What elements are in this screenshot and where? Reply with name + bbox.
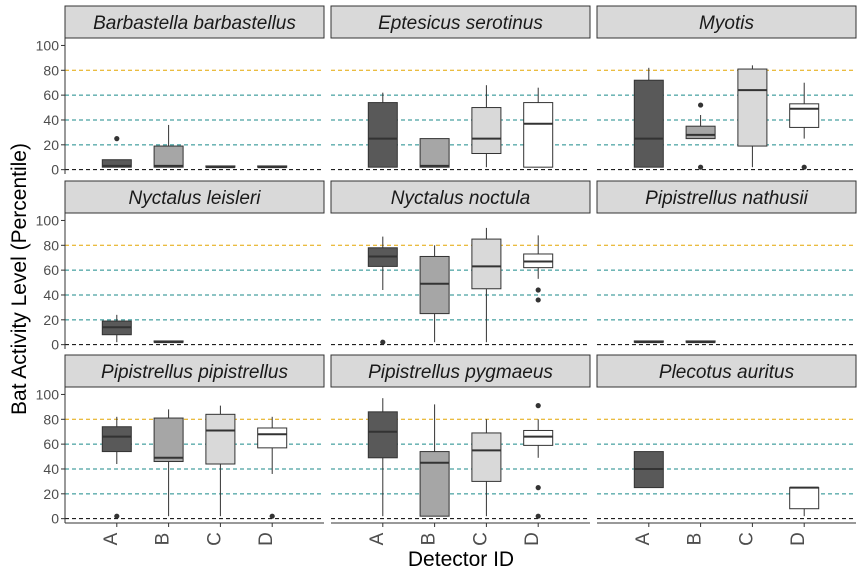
box-iqr bbox=[685, 125, 716, 140]
facet-strip bbox=[330, 354, 591, 388]
y-tick-label: 100 bbox=[36, 37, 60, 53]
outlier-point bbox=[535, 287, 541, 293]
x-tick-label: C bbox=[470, 532, 491, 546]
x-tick-label: C bbox=[204, 532, 225, 546]
y-tick-label: 20 bbox=[43, 312, 59, 328]
box-iqr bbox=[737, 68, 768, 147]
x-tick-label: D bbox=[522, 532, 543, 546]
facet-strip bbox=[596, 180, 857, 214]
x-tick-label: A bbox=[101, 532, 122, 545]
y-tick-label: 60 bbox=[43, 262, 59, 278]
facet-strip bbox=[596, 5, 857, 39]
x-tick-label: C bbox=[736, 532, 757, 546]
x-tick-label: A bbox=[367, 532, 388, 545]
y-tick-label: 60 bbox=[43, 87, 59, 103]
box-iqr bbox=[471, 432, 502, 482]
y-tick-label: 80 bbox=[43, 62, 59, 78]
box-iqr bbox=[633, 79, 664, 168]
x-tick-label: B bbox=[685, 533, 706, 546]
outlier-point bbox=[698, 164, 704, 170]
facet-strip bbox=[64, 354, 325, 388]
box-iqr bbox=[153, 417, 184, 463]
y-tick-label: 40 bbox=[43, 287, 59, 303]
outlier-point bbox=[535, 403, 541, 409]
outlier-point bbox=[535, 297, 541, 303]
outlier-point bbox=[380, 339, 386, 345]
x-tick-label: B bbox=[419, 533, 440, 546]
facet-title: Pipistrellus pygmaeus bbox=[368, 362, 553, 383]
y-tick-label: 40 bbox=[43, 461, 59, 477]
box-iqr bbox=[471, 238, 502, 290]
outlier-point bbox=[535, 513, 541, 519]
box-iqr bbox=[789, 487, 820, 510]
x-axis-title: Detector ID bbox=[408, 548, 514, 571]
facet-title: Myotis bbox=[699, 13, 754, 34]
box-iqr bbox=[205, 413, 236, 465]
box-iqr bbox=[101, 426, 132, 453]
box-iqr bbox=[367, 102, 398, 168]
y-tick-label: 0 bbox=[51, 337, 59, 353]
facet-strip bbox=[330, 5, 591, 39]
y-tick-label: 20 bbox=[43, 486, 59, 502]
facet-strip bbox=[330, 180, 591, 214]
facet-title: Pipistrellus nathusii bbox=[645, 188, 808, 209]
y-tick-label: 80 bbox=[43, 237, 59, 253]
x-tick-label: A bbox=[633, 532, 654, 545]
outlier-point bbox=[114, 136, 120, 142]
y-tick-label: 20 bbox=[43, 137, 59, 153]
x-tick-label: B bbox=[153, 533, 174, 546]
box-iqr bbox=[419, 255, 450, 315]
x-tick-label: D bbox=[788, 532, 809, 546]
y-axis-title: Bat Activity Level (Percentile) bbox=[8, 143, 31, 415]
box-iqr bbox=[523, 429, 554, 446]
outlier-point bbox=[698, 102, 704, 108]
box-iqr bbox=[257, 427, 288, 449]
facet-title: Pipistrellus pipistrellus bbox=[101, 362, 288, 383]
y-tick-label: 60 bbox=[43, 436, 59, 452]
y-tick-label: 100 bbox=[36, 386, 60, 402]
y-tick-label: 0 bbox=[51, 511, 59, 527]
box-iqr bbox=[101, 159, 132, 168]
facet-strip bbox=[596, 354, 857, 388]
facet-strip bbox=[64, 5, 325, 39]
y-tick-label: 40 bbox=[43, 112, 59, 128]
box-iqr bbox=[789, 103, 820, 128]
outlier-point bbox=[535, 485, 541, 491]
outlier-point bbox=[114, 513, 120, 519]
y-tick-label: 100 bbox=[36, 212, 60, 228]
box-iqr bbox=[153, 145, 184, 168]
outlier-point bbox=[269, 513, 275, 519]
facet-title: Nyctalus leisleri bbox=[129, 188, 262, 209]
outlier-point bbox=[801, 164, 807, 170]
facet-strip bbox=[64, 180, 325, 214]
x-tick-label: D bbox=[256, 532, 277, 546]
box-iqr bbox=[367, 411, 398, 459]
box-iqr bbox=[419, 451, 450, 517]
facet-title: Plecotus auritus bbox=[659, 362, 795, 383]
facet-title: Eptesicus serotinus bbox=[378, 13, 543, 34]
y-tick-label: 0 bbox=[51, 162, 59, 178]
box-iqr bbox=[471, 107, 502, 155]
y-tick-label: 80 bbox=[43, 411, 59, 427]
box-iqr bbox=[419, 138, 450, 168]
facet-title: Nyctalus noctula bbox=[391, 188, 530, 209]
facet-title: Barbastella barbastellus bbox=[93, 13, 296, 34]
box-iqr bbox=[523, 102, 554, 168]
